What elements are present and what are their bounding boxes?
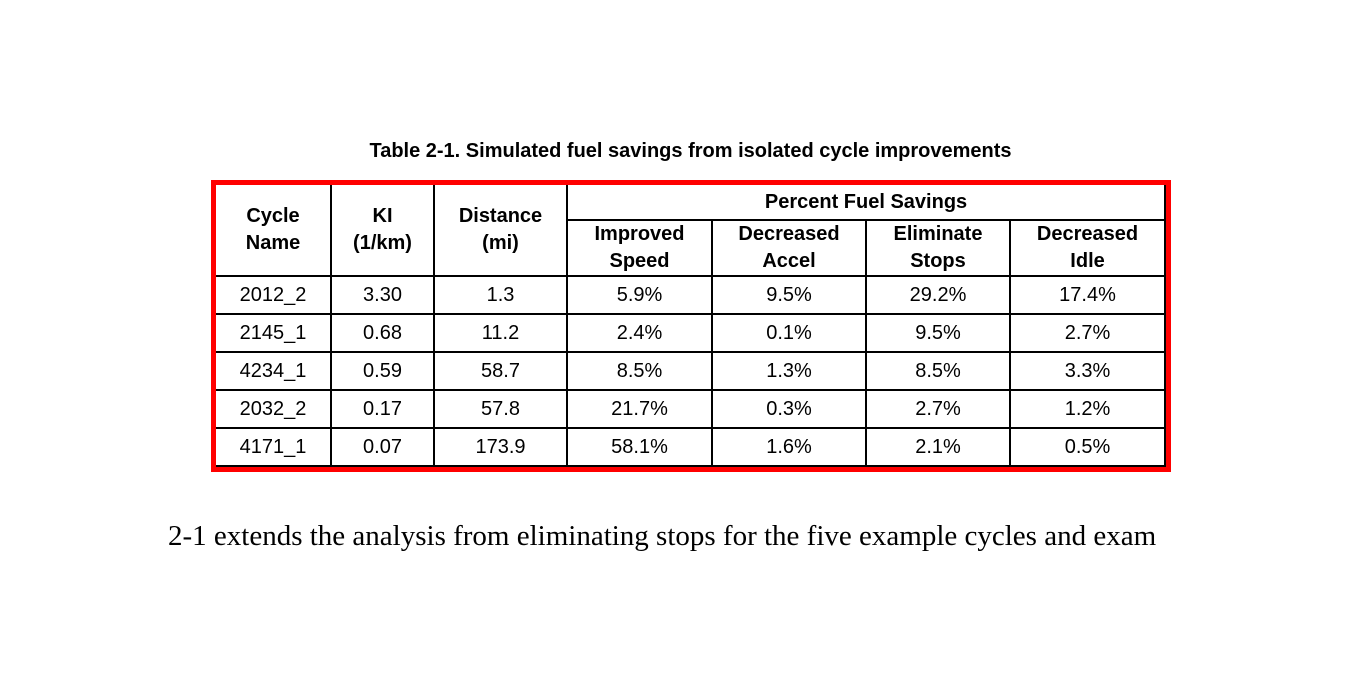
table-caption: Table 2-1. Simulated fuel savings from i… <box>369 140 1012 162</box>
cell-ki: 0.68 <box>331 314 435 353</box>
cell-cycle-name: 2145_1 <box>216 314 332 353</box>
cell-decreased-accel: 9.5% <box>712 276 867 315</box>
cell-improved-speed: 8.5% <box>567 352 713 391</box>
cell-improved-speed: 58.1% <box>567 428 713 467</box>
cell-decreased-idle: 3.3% <box>1010 352 1167 391</box>
header-row-group: Cycle Name KI (1/km) Distance (mi) Perce… <box>216 185 1167 277</box>
body-text: 2-1 extends the analysis from eliminatin… <box>168 520 1157 552</box>
table-header: Cycle Name KI (1/km) Distance (mi) Perce… <box>216 185 1167 277</box>
cell-eliminate-stops: 9.5% <box>866 314 1011 353</box>
header-cycle-name: Cycle Name <box>216 185 332 277</box>
table-row: 4171_1 0.07 173.9 58.1% 1.6% 2.1% 0.5% <box>216 428 1167 467</box>
cell-distance: 1.3 <box>434 276 568 315</box>
cell-improved-speed: 2.4% <box>567 314 713 353</box>
subheader-decreased-accel: Decreased Accel <box>712 220 867 277</box>
cell-decreased-idle: 0.5% <box>1010 428 1167 467</box>
table-row: 4234_1 0.59 58.7 8.5% 1.3% 8.5% 3.3% <box>216 352 1167 391</box>
fuel-savings-table-grid: Cycle Name KI (1/km) Distance (mi) Perce… <box>216 185 1167 467</box>
cell-cycle-name: 2032_2 <box>216 390 332 429</box>
cell-ki: 0.07 <box>331 428 435 467</box>
cell-decreased-accel: 0.1% <box>712 314 867 353</box>
cell-improved-speed: 21.7% <box>567 390 713 429</box>
header-group-percent-fuel-savings: Percent Fuel Savings <box>567 185 1167 221</box>
header-ki: KI (1/km) <box>331 185 435 277</box>
table-row: 2032_2 0.17 57.8 21.7% 0.3% 2.7% 1.2% <box>216 390 1167 429</box>
cell-distance: 173.9 <box>434 428 568 467</box>
cell-decreased-accel: 0.3% <box>712 390 867 429</box>
table-row: 2012_2 3.30 1.3 5.9% 9.5% 29.2% 17.4% <box>216 276 1167 315</box>
cell-eliminate-stops: 2.1% <box>866 428 1011 467</box>
cell-distance: 11.2 <box>434 314 568 353</box>
cell-eliminate-stops: 2.7% <box>866 390 1011 429</box>
subheader-eliminate-stops: Eliminate Stops <box>866 220 1011 277</box>
cell-cycle-name: 2012_2 <box>216 276 332 315</box>
table-body: 2012_2 3.30 1.3 5.9% 9.5% 29.2% 17.4% 21… <box>216 276 1167 467</box>
cell-distance: 57.8 <box>434 390 568 429</box>
subheader-improved-speed: Improved Speed <box>567 220 713 277</box>
cell-ki: 0.59 <box>331 352 435 391</box>
cell-cycle-name: 4234_1 <box>216 352 332 391</box>
subheader-decreased-idle: Decreased Idle <box>1010 220 1167 277</box>
cell-decreased-idle: 17.4% <box>1010 276 1167 315</box>
cell-eliminate-stops: 8.5% <box>866 352 1011 391</box>
cell-decreased-idle: 2.7% <box>1010 314 1167 353</box>
cell-eliminate-stops: 29.2% <box>866 276 1011 315</box>
cell-decreased-accel: 1.3% <box>712 352 867 391</box>
cell-ki: 3.30 <box>331 276 435 315</box>
cell-decreased-idle: 1.2% <box>1010 390 1167 429</box>
fuel-savings-table: Cycle Name KI (1/km) Distance (mi) Perce… <box>211 180 1172 472</box>
cell-ki: 0.17 <box>331 390 435 429</box>
cell-distance: 58.7 <box>434 352 568 391</box>
cell-decreased-accel: 1.6% <box>712 428 867 467</box>
header-distance: Distance (mi) <box>434 185 568 277</box>
table-row: 2145_1 0.68 11.2 2.4% 0.1% 9.5% 2.7% <box>216 314 1167 353</box>
header-row-sub: Improved Speed Decreased Accel Eliminate… <box>216 220 1167 277</box>
cell-cycle-name: 4171_1 <box>216 428 332 467</box>
cell-improved-speed: 5.9% <box>567 276 713 315</box>
